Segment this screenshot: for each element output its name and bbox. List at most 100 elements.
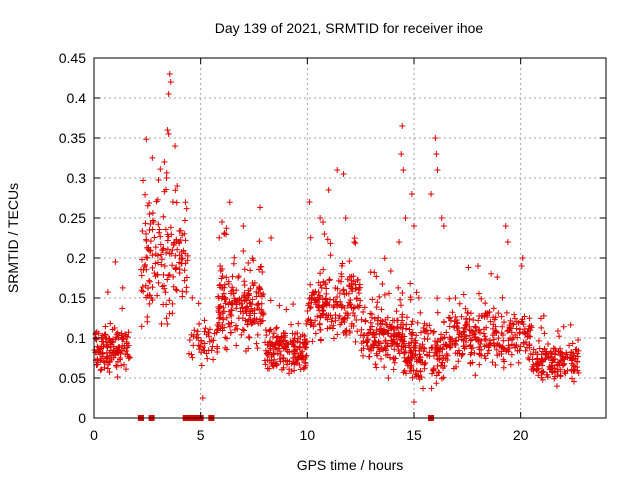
- data-point: [430, 329, 437, 336]
- data-point-peak: [174, 183, 181, 189]
- data-point: [215, 294, 222, 301]
- data-point: [241, 327, 248, 334]
- data-point: [276, 302, 283, 309]
- data-point: [168, 250, 175, 257]
- data-point: [376, 348, 383, 355]
- data-point: [320, 303, 327, 310]
- data-point: [190, 333, 197, 340]
- data-point: [162, 226, 169, 233]
- data-point: [125, 353, 132, 360]
- data-point: [482, 310, 489, 317]
- data-point: [346, 258, 353, 265]
- data-point: [572, 346, 579, 353]
- data-point: [412, 347, 419, 354]
- data-point: [258, 263, 265, 270]
- data-point: [417, 329, 424, 336]
- data-point: [560, 323, 567, 330]
- data-point: [123, 347, 130, 354]
- data-point: [195, 342, 202, 349]
- data-point: [353, 295, 360, 302]
- data-point: [142, 191, 149, 198]
- data-point: [475, 290, 482, 297]
- data-point: [526, 342, 533, 349]
- data-point: [302, 359, 309, 366]
- data-point: [506, 345, 513, 352]
- data-point: [290, 358, 297, 365]
- data-point: [189, 354, 196, 361]
- data-point: [338, 273, 345, 280]
- data-point: [320, 310, 327, 317]
- data-point: [251, 310, 258, 317]
- data-point: [330, 322, 337, 329]
- data-point: [552, 347, 559, 354]
- data-point: [316, 292, 323, 299]
- data-point: [476, 312, 483, 319]
- data-point: [389, 317, 396, 324]
- data-point-peak: [146, 227, 153, 233]
- data-point: [98, 366, 105, 373]
- data-point: [444, 357, 451, 364]
- data-point: [303, 320, 310, 327]
- data-point-peak: [475, 263, 481, 269]
- data-point: [214, 326, 221, 333]
- data-point: [95, 359, 102, 366]
- data-point: [537, 358, 544, 365]
- data-point: [322, 314, 329, 321]
- data-point: [166, 310, 173, 317]
- data-point: [487, 318, 494, 325]
- data-point: [330, 304, 337, 311]
- data-point: [214, 348, 221, 355]
- data-point: [541, 330, 548, 337]
- data-point: [523, 339, 530, 346]
- data-point: [296, 353, 303, 360]
- data-point: [380, 326, 387, 333]
- data-point: [249, 279, 256, 286]
- data-point: [344, 302, 351, 309]
- data-point: [110, 343, 117, 350]
- data-point: [527, 327, 534, 334]
- data-point: [384, 330, 391, 337]
- data-point: [235, 273, 242, 280]
- data-point: [475, 336, 482, 343]
- data-point: [423, 352, 430, 359]
- data-point: [408, 368, 415, 375]
- data-point: [334, 303, 341, 310]
- data-point: [225, 320, 232, 327]
- data-point: [311, 297, 318, 304]
- data-point-peak: [428, 191, 435, 197]
- data-point: [458, 352, 465, 359]
- data-point: [271, 342, 278, 349]
- axis-ticks: 0 0.05 0.1 0.15 0.2 0.25 0.3 0.35 0.4 0.45 0 5 10 15 2…: [59, 50, 606, 443]
- data-point: [352, 338, 359, 345]
- data-point: [264, 356, 271, 363]
- data-point: [210, 356, 217, 363]
- data-point: [495, 335, 502, 342]
- data-point: [186, 336, 193, 343]
- data-point: [282, 330, 289, 337]
- data-point: [360, 308, 367, 315]
- data-point: [154, 196, 161, 203]
- data-point: [288, 321, 295, 328]
- data-point: [317, 326, 324, 333]
- data-point: [152, 244, 159, 251]
- data-point-peak: [164, 127, 171, 133]
- data-point: [526, 315, 533, 322]
- data-point: [322, 295, 329, 302]
- data-point: [183, 274, 190, 281]
- data-point: [388, 323, 395, 330]
- data-point: [400, 321, 407, 328]
- data-point: [121, 361, 128, 368]
- data-point: [225, 278, 232, 285]
- x-axis-label: GPS time / hours: [297, 457, 404, 473]
- data-point: [244, 295, 251, 302]
- data-point: [254, 345, 261, 352]
- data-point: [173, 264, 180, 271]
- data-point: [492, 361, 499, 368]
- data-point: [223, 314, 230, 321]
- data-point: [499, 323, 506, 330]
- y-tick-label: 0.1: [67, 330, 87, 346]
- data-point: [373, 304, 380, 311]
- data-point: [276, 355, 283, 362]
- data-point: [157, 233, 164, 240]
